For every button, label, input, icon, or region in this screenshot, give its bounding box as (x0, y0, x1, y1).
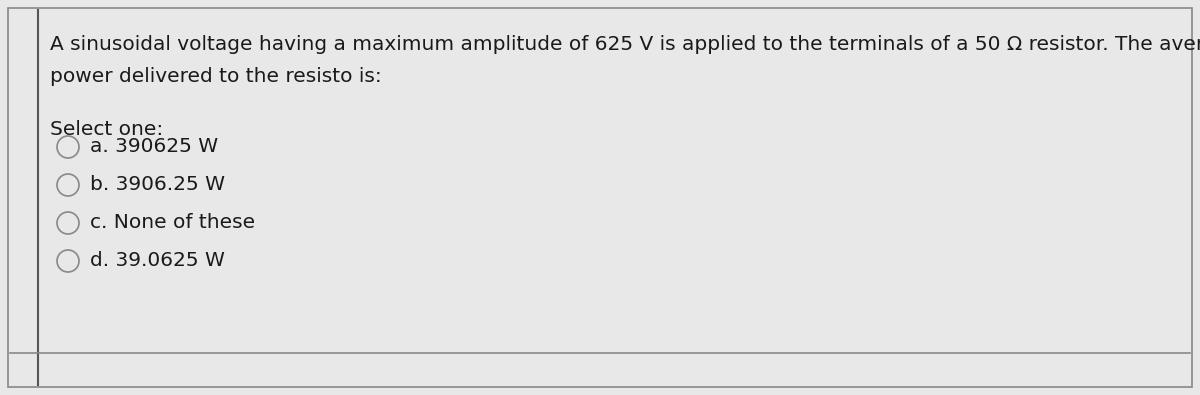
Text: power delivered to the resisto is:: power delivered to the resisto is: (50, 67, 382, 86)
Text: c. None of these: c. None of these (90, 214, 256, 233)
Text: d. 39.0625 W: d. 39.0625 W (90, 252, 224, 271)
Text: b. 3906.25 W: b. 3906.25 W (90, 175, 226, 194)
Text: A sinusoidal voltage having a maximum amplitude of 625 V is applied to the termi: A sinusoidal voltage having a maximum am… (50, 35, 1200, 54)
Text: Select one:: Select one: (50, 120, 163, 139)
Text: a. 390625 W: a. 390625 W (90, 137, 218, 156)
